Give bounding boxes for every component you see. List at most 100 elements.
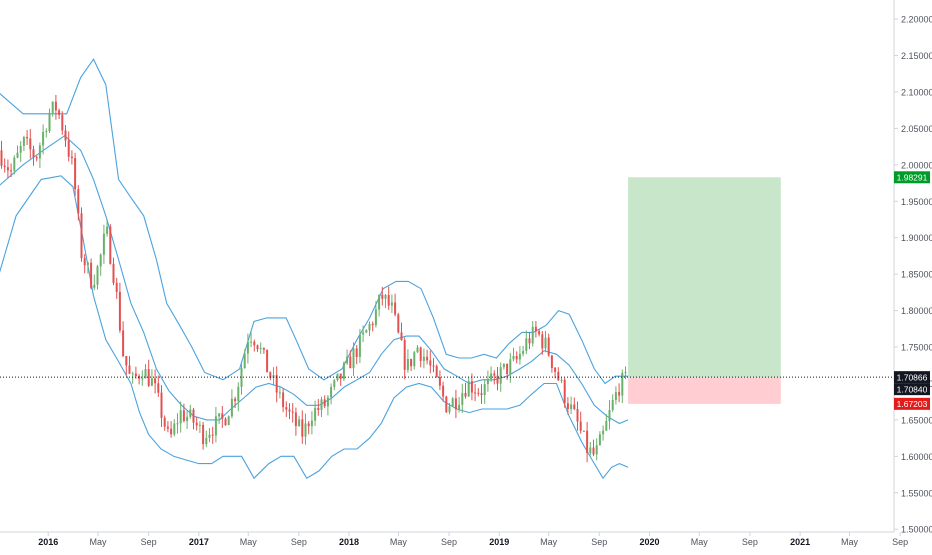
candle	[582, 430, 585, 432]
candle-body	[138, 376, 141, 379]
candle	[368, 321, 371, 337]
candle-body	[518, 353, 521, 360]
candle-body	[272, 375, 275, 378]
x-axis[interactable]: 2016 May Sep 2017 May Sep 2018 May Sep 2019 May Sep…	[38, 532, 908, 547]
candle	[298, 415, 301, 427]
candle-body	[614, 392, 617, 401]
candle-body	[598, 434, 601, 446]
candle	[227, 415, 230, 426]
candle-body	[6, 167, 9, 171]
candle-body	[3, 165, 6, 168]
candle-body	[54, 101, 57, 111]
loss-zone[interactable]	[628, 377, 781, 404]
candle-body	[294, 412, 297, 426]
candle	[618, 383, 621, 403]
candle-body	[93, 284, 96, 288]
candle	[259, 342, 262, 354]
candle-body	[202, 424, 205, 445]
candle	[26, 130, 29, 146]
candle	[272, 367, 275, 386]
candle	[13, 155, 16, 175]
candle	[390, 294, 393, 314]
candle	[621, 369, 624, 404]
candle	[550, 354, 553, 373]
x-tick-label: 2017	[189, 537, 209, 547]
candle	[141, 370, 144, 386]
candle-body	[509, 359, 512, 375]
candle	[598, 431, 601, 446]
candle	[173, 419, 176, 437]
candle	[54, 94, 57, 120]
candle-body	[58, 110, 61, 115]
x-tick-label: Sep	[291, 537, 307, 547]
candle-body	[566, 403, 569, 410]
candle	[243, 349, 246, 369]
candle	[115, 277, 118, 299]
candle	[38, 142, 41, 168]
candle-body	[470, 381, 473, 393]
y-tick-label: 1.85000	[901, 270, 932, 280]
position-tool[interactable]	[628, 177, 781, 404]
profit-zone[interactable]	[628, 177, 781, 378]
y-tick-label: 2.20000	[901, 15, 932, 25]
candle	[93, 274, 96, 291]
candle	[106, 218, 109, 237]
candle-body	[157, 383, 160, 393]
candle-body	[538, 331, 541, 335]
candle-body	[557, 371, 560, 381]
candle-body	[298, 419, 301, 426]
candle	[336, 373, 339, 382]
candle-body	[579, 421, 582, 431]
candle-body	[141, 378, 144, 380]
candle	[371, 321, 374, 332]
candle-body	[406, 359, 409, 370]
candle-body	[525, 338, 528, 351]
candle	[442, 381, 445, 402]
candle	[570, 396, 573, 415]
candle	[426, 349, 429, 365]
x-tick-label: May	[540, 537, 558, 547]
candle-body	[160, 392, 163, 418]
candle-body	[358, 334, 361, 357]
candle	[269, 371, 272, 381]
candle-body	[586, 430, 589, 454]
candle	[378, 294, 381, 317]
candle-body	[118, 291, 121, 331]
candle	[160, 385, 163, 427]
candle	[282, 388, 285, 413]
candle-body	[464, 393, 467, 397]
candle	[339, 373, 342, 386]
candle	[58, 108, 61, 120]
y-tick-label: 1.50000	[901, 525, 932, 535]
x-tick-label: May	[841, 537, 859, 547]
candle	[333, 378, 336, 391]
candle-body	[448, 406, 451, 413]
candle-body	[208, 434, 211, 438]
price-tag-bg	[894, 383, 930, 396]
candle	[102, 224, 105, 264]
candle-body	[269, 372, 272, 378]
candle-body	[221, 413, 224, 419]
candle-body	[621, 372, 624, 396]
candle	[214, 407, 217, 443]
candle-body	[282, 392, 285, 408]
candle	[218, 413, 221, 425]
candle	[394, 293, 397, 317]
candle-body	[154, 378, 157, 384]
candle-body	[278, 392, 281, 394]
candle	[464, 382, 467, 399]
candle	[538, 329, 541, 337]
candle-body	[362, 332, 365, 335]
candle-body	[605, 421, 608, 431]
candle-body	[381, 294, 384, 299]
candle	[224, 417, 227, 426]
candle-body	[198, 424, 201, 426]
candle	[349, 350, 352, 369]
candle	[90, 258, 93, 290]
candle	[611, 394, 614, 413]
candle-body	[243, 353, 246, 369]
candle-body	[61, 114, 64, 131]
